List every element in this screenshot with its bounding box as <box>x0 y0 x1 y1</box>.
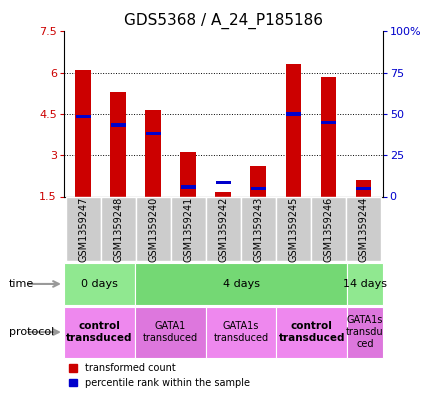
Text: GSM1359242: GSM1359242 <box>218 196 228 262</box>
Bar <box>216 181 231 184</box>
Text: 14 days: 14 days <box>343 279 387 289</box>
Bar <box>356 187 371 190</box>
Text: GATA1s
transdu
ced: GATA1s transdu ced <box>346 316 384 349</box>
Text: 0 days: 0 days <box>81 279 117 289</box>
Text: GSM1359240: GSM1359240 <box>148 196 158 262</box>
Bar <box>276 307 347 358</box>
Bar <box>347 307 383 358</box>
Bar <box>145 110 161 196</box>
Text: GSM1359246: GSM1359246 <box>323 196 334 262</box>
Bar <box>206 196 241 261</box>
Title: GDS5368 / A_24_P185186: GDS5368 / A_24_P185186 <box>124 13 323 29</box>
Text: GSM1359245: GSM1359245 <box>288 196 298 262</box>
Bar <box>135 307 205 358</box>
Bar <box>356 180 371 196</box>
Text: time: time <box>9 279 34 289</box>
Bar <box>66 196 101 261</box>
Bar <box>241 196 276 261</box>
Bar <box>311 196 346 261</box>
Bar <box>135 263 347 305</box>
Bar <box>110 92 126 196</box>
Text: GSM1359244: GSM1359244 <box>359 196 369 262</box>
Bar <box>347 263 383 305</box>
Text: GSM1359247: GSM1359247 <box>78 196 88 262</box>
Bar <box>205 307 276 358</box>
Bar <box>181 185 196 189</box>
Bar <box>171 196 206 261</box>
Bar <box>64 307 135 358</box>
Bar <box>321 121 336 124</box>
Legend: transformed count, percentile rank within the sample: transformed count, percentile rank withi… <box>69 363 250 388</box>
Bar <box>286 112 301 116</box>
Text: GSM1359248: GSM1359248 <box>113 196 123 262</box>
Bar <box>286 64 301 196</box>
Bar <box>216 192 231 196</box>
Bar <box>146 132 161 135</box>
Text: GSM1359243: GSM1359243 <box>253 196 264 262</box>
Text: GSM1359241: GSM1359241 <box>183 196 193 262</box>
Bar <box>101 196 136 261</box>
Bar <box>251 187 266 190</box>
Text: 4 days: 4 days <box>223 279 260 289</box>
Bar <box>346 196 381 261</box>
Text: control
transduced: control transduced <box>66 321 132 343</box>
Text: control
transduced: control transduced <box>279 321 345 343</box>
Text: protocol: protocol <box>9 327 54 337</box>
Bar <box>250 166 266 196</box>
Text: GATA1
transduced: GATA1 transduced <box>143 321 198 343</box>
Bar <box>180 152 196 196</box>
Bar <box>75 70 91 196</box>
Bar <box>136 196 171 261</box>
Bar <box>64 263 135 305</box>
Bar <box>76 115 91 118</box>
Bar <box>110 123 126 127</box>
Bar <box>321 77 336 196</box>
Text: GATA1s
transduced: GATA1s transduced <box>213 321 268 343</box>
Bar <box>276 196 311 261</box>
